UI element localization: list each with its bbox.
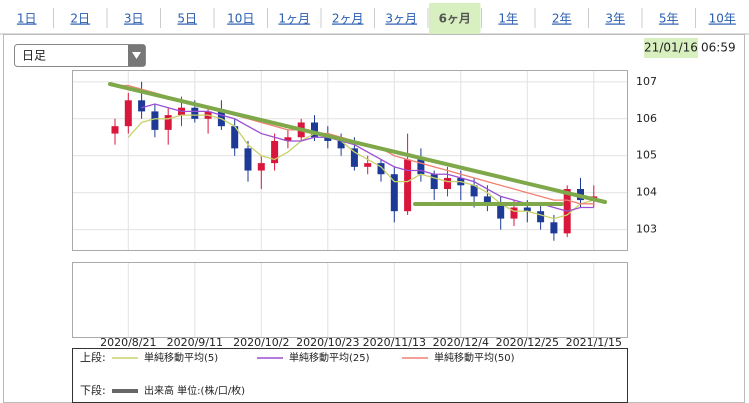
y-tick-label: 105 — [636, 149, 657, 162]
candle-body — [550, 222, 558, 234]
tab[interactable]: 2年 — [552, 12, 572, 26]
trend-line — [108, 82, 607, 204]
candle-body — [138, 100, 146, 112]
tab[interactable]: 2日 — [70, 12, 90, 26]
tab-active-bg — [429, 3, 481, 34]
tab[interactable]: 10日 — [227, 12, 254, 26]
candle-body — [497, 203, 505, 219]
tab[interactable]: 1ヶ月 — [278, 12, 310, 26]
tab[interactable]: 1日 — [17, 12, 37, 26]
tab[interactable]: 6ヶ月 — [439, 12, 471, 26]
y-tick-label: 103 — [636, 223, 657, 236]
y-tick-label: 104 — [636, 186, 657, 199]
dropdown[interactable] — [14, 44, 146, 67]
legend-entry: 単純移動平均(50) — [434, 351, 515, 364]
candle-body — [523, 207, 531, 212]
legend-lower-label: 下段: — [80, 383, 106, 397]
candle-body — [483, 196, 491, 204]
candle-body — [377, 163, 385, 175]
tab[interactable]: 10年 — [709, 12, 736, 26]
tab[interactable]: 3ヶ月 — [385, 12, 417, 26]
moving-average — [141, 103, 594, 212]
tab[interactable]: 5年 — [659, 12, 679, 26]
x-tick-label: 2020/10/2 — [233, 336, 289, 349]
x-tick-label: 2020/12/25 — [496, 336, 559, 349]
tab[interactable]: 1年 — [498, 12, 518, 26]
candle-body — [271, 140, 279, 164]
candle-body — [537, 211, 545, 223]
lower-plot — [72, 262, 628, 338]
dropdown-label[interactable]: 日足 — [22, 49, 46, 63]
date-bg — [644, 38, 698, 58]
tab[interactable]: 2ヶ月 — [332, 12, 364, 26]
candle-body — [470, 185, 478, 197]
candle-body — [444, 177, 451, 190]
legend-upper-label: 上段: — [80, 350, 106, 364]
tab[interactable]: 3年 — [605, 12, 625, 26]
candle-body — [151, 111, 159, 130]
x-tick-label: 2020/8/21 — [100, 336, 156, 349]
candle-body — [191, 107, 199, 119]
tab[interactable]: 5日 — [177, 12, 197, 26]
upper-plot — [72, 70, 628, 251]
dropdown-arrow — [132, 52, 141, 59]
candle-body — [510, 207, 518, 219]
candle-body — [231, 126, 239, 149]
legend-entry: 出来高 単位:(株/口/枚) — [144, 384, 245, 397]
candle-body — [417, 159, 425, 175]
x-tick-label: 2020/11/13 — [363, 336, 426, 349]
x-tick-label: 2020/10/23 — [296, 336, 359, 349]
date: 21/01/16 — [644, 41, 698, 55]
moving-average — [127, 114, 594, 220]
candle-body — [337, 140, 345, 149]
candle-body — [390, 174, 398, 212]
candle-body — [430, 174, 438, 190]
legend-entry: 単純移動平均(25) — [289, 351, 370, 364]
candle-body — [404, 159, 412, 212]
x-tick-label: 2020/12/4 — [433, 336, 489, 349]
legend — [72, 348, 628, 403]
candle-body — [111, 126, 119, 134]
legend-entry: 単純移動平均(5) — [144, 351, 218, 364]
candle-body — [244, 148, 252, 171]
candle-body — [164, 115, 172, 130]
x-tick-label: 2020/9/11 — [167, 336, 223, 349]
candle-body — [350, 148, 358, 167]
x-tick-label: 2021/1/15 — [566, 336, 622, 349]
y-tick-label: 106 — [636, 112, 657, 125]
time: 06:59 — [701, 41, 736, 55]
candle-body — [311, 122, 318, 138]
candle-body — [124, 100, 132, 127]
candle-body — [257, 163, 265, 171]
candle-body — [284, 137, 292, 141]
tab[interactable]: 3日 — [124, 12, 144, 26]
y-tick-label: 107 — [636, 75, 657, 88]
marks — [111, 81, 598, 241]
candle-body — [324, 137, 332, 141]
candle-body — [364, 163, 372, 167]
